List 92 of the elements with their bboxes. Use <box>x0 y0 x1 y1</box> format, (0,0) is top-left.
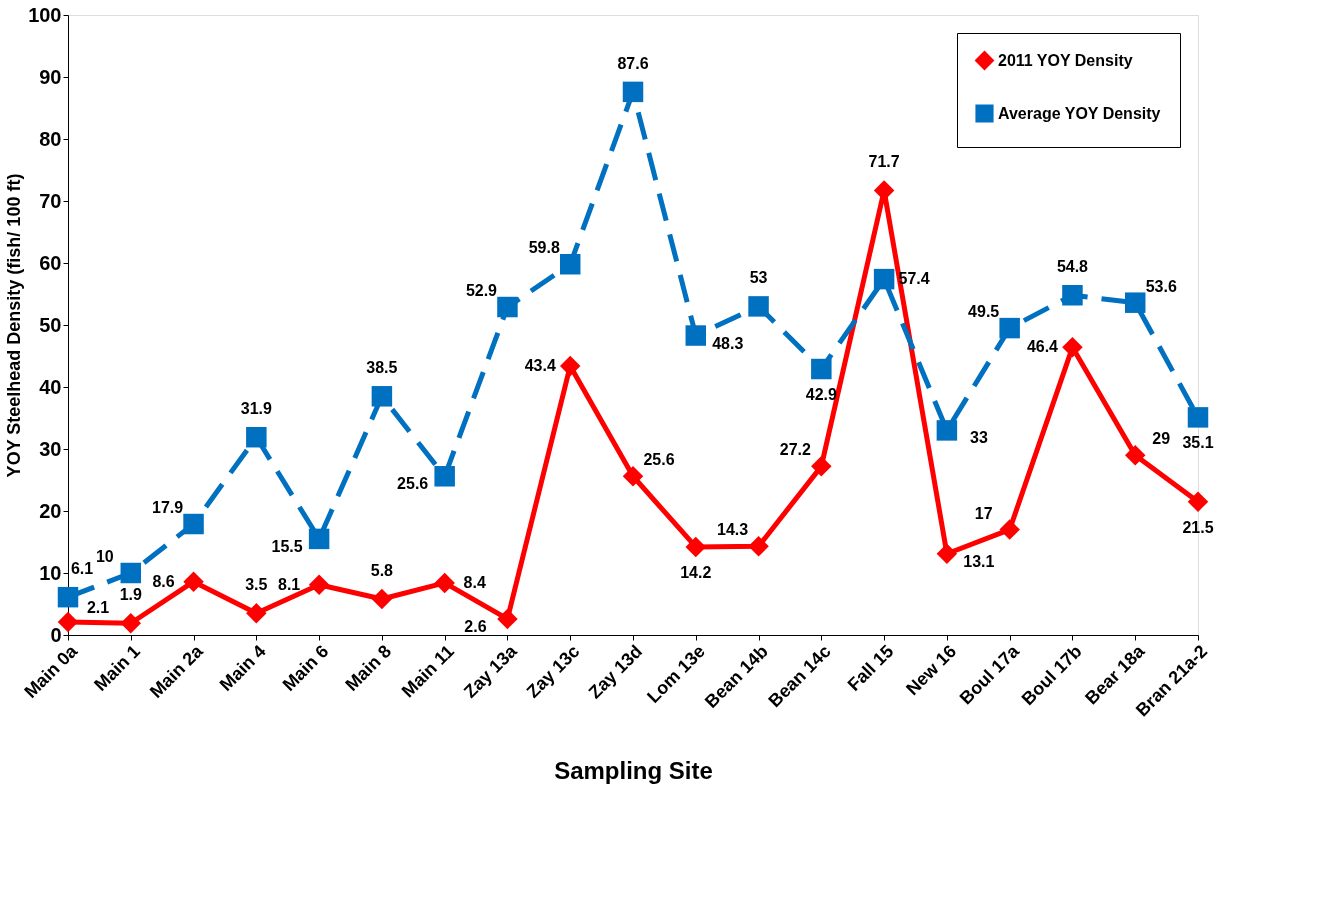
data-label: 6.1 <box>70 560 94 578</box>
point <box>120 612 142 634</box>
y-tick-label: 100 <box>28 3 62 26</box>
point <box>999 519 1020 540</box>
point <box>559 253 581 275</box>
y-tick-label: 60 <box>39 251 62 274</box>
x-tick-label: Zay 13a <box>459 640 522 702</box>
data-label: 54.8 <box>1056 258 1089 276</box>
data-label: 43.4 <box>524 356 556 374</box>
legend-label: 2011 YOY Density <box>998 51 1133 69</box>
point <box>748 296 769 317</box>
data-label: 53 <box>749 269 768 287</box>
data-label: 8.1 <box>277 575 301 593</box>
point <box>1062 284 1083 306</box>
data-label: 59.8 <box>528 239 560 257</box>
data-label: 25.6 <box>643 451 675 469</box>
data-label: 38.5 <box>366 359 398 377</box>
data-label: 46.4 <box>1026 338 1059 356</box>
point <box>1062 337 1083 358</box>
data-label: 2.1 <box>86 598 110 616</box>
data-label: 31.9 <box>240 400 273 418</box>
point <box>434 466 455 487</box>
point <box>559 355 581 377</box>
point <box>497 296 518 318</box>
point <box>308 528 330 550</box>
x-axis-title: Sampling Site <box>554 757 713 785</box>
data-label: 87.6 <box>617 54 649 72</box>
point <box>308 574 330 596</box>
data-label: 8.6 <box>152 572 175 590</box>
point <box>873 268 895 290</box>
point <box>57 586 79 608</box>
data-label: 3.5 <box>245 576 268 594</box>
point <box>371 588 393 610</box>
point <box>811 358 832 380</box>
point <box>497 608 518 630</box>
y-tick-label: 80 <box>39 127 62 150</box>
y-tick-label: 90 <box>39 65 62 88</box>
y-tick-label: 20 <box>39 499 62 522</box>
point <box>936 543 958 565</box>
point <box>120 562 142 584</box>
data-label: 35.1 <box>1182 434 1214 452</box>
x-tick-label: Fall 15 <box>843 641 898 695</box>
data-label: 2.6 <box>464 617 487 635</box>
point <box>936 420 958 441</box>
data-label: 10 <box>95 548 114 565</box>
data-label: 17.9 <box>151 499 184 517</box>
point <box>873 180 895 201</box>
data-label: 33 <box>969 429 988 447</box>
y-tick-label: 0 <box>50 623 62 646</box>
data-label: 71.7 <box>868 153 900 171</box>
point <box>246 603 267 624</box>
data-label: 1.9 <box>119 586 142 604</box>
data-label: 27.2 <box>779 441 812 459</box>
point <box>1124 444 1146 466</box>
data-label: 48.3 <box>712 334 744 352</box>
data-label: 29 <box>1152 430 1171 448</box>
data-label: 49.5 <box>968 303 1000 321</box>
y-tick-label: 50 <box>39 313 62 336</box>
data-label: 21.5 <box>1182 518 1214 536</box>
point <box>1124 292 1146 313</box>
data-label: 25.6 <box>397 475 429 493</box>
point <box>622 81 644 103</box>
point <box>371 386 393 407</box>
data-label: 13.1 <box>963 552 995 570</box>
point <box>748 536 769 557</box>
point <box>999 317 1020 339</box>
y-tick-label: 30 <box>39 437 62 460</box>
point <box>434 572 455 594</box>
point <box>685 536 707 558</box>
y-tick-label: 70 <box>39 189 62 212</box>
point <box>246 426 267 448</box>
point <box>1187 407 1209 428</box>
data-label: 14.2 <box>680 563 712 581</box>
y-tick-label: 40 <box>39 375 62 398</box>
data-label: 5.8 <box>370 562 394 580</box>
point <box>183 513 204 535</box>
point <box>622 466 644 487</box>
point <box>183 571 204 592</box>
x-tick-label: Zay 13d <box>584 641 647 703</box>
x-tick-label: Zay 13c <box>522 641 584 702</box>
legend-label: Average YOY Density <box>998 104 1161 122</box>
data-label: 15.5 <box>271 537 303 555</box>
data-label: 17 <box>974 504 993 522</box>
y-tick-label: 10 <box>39 561 62 584</box>
y-axis-title: YOY Steelhead Density (fish/ 100 ft) <box>4 173 25 478</box>
data-label: 52.9 <box>465 282 498 300</box>
data-label: 14.3 <box>716 521 749 539</box>
point <box>685 325 707 346</box>
data-label: 8.4 <box>463 573 486 591</box>
data-label: 53.6 <box>1145 277 1177 295</box>
point <box>1187 491 1209 512</box>
point <box>811 456 832 477</box>
